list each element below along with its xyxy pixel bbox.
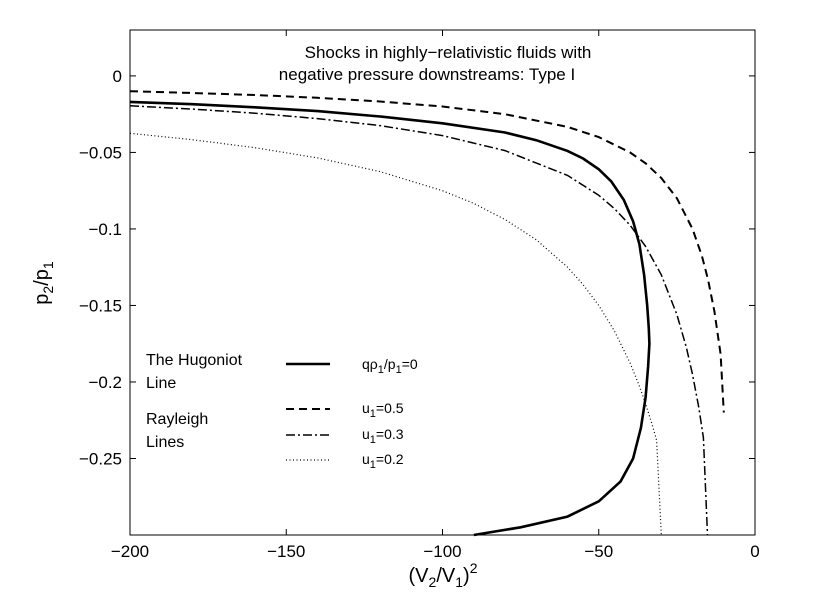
- y-tick-label: −0.2: [88, 373, 122, 392]
- y-tick-label: −0.25: [79, 449, 122, 468]
- y-tick-label: −0.1: [88, 220, 122, 239]
- series-line-1: [129, 90, 725, 413]
- legend-label-u1-02: u1=0.2: [362, 451, 404, 471]
- x-tick-label: −200: [111, 542, 149, 561]
- x-tick-label: −100: [423, 542, 461, 561]
- legend-group-rayleigh-line-1: Rayleigh: [146, 411, 208, 428]
- legend-label-u1-05: u1=0.5: [362, 400, 404, 420]
- y-tick-label: −0.15: [79, 296, 122, 315]
- y-axis-label: p2/p1: [31, 261, 56, 305]
- series-line-2: [129, 105, 709, 536]
- legend: The Hugoniot Line Rayleigh Lines qρ1/p1=…: [146, 352, 418, 471]
- series-line-0: [129, 100, 651, 537]
- legend-group-rayleigh-line-2: Lines: [146, 434, 184, 451]
- legend-group-hugoniot-line-1: The Hugoniot: [146, 352, 243, 369]
- title-line-2: negative pressure downstreams: Type I: [279, 65, 575, 84]
- chart-title: Shocks in highly−relativistic fluids wit…: [279, 43, 592, 84]
- x-axis-label: (V2/V1)2: [409, 560, 478, 590]
- y-tick-label: 0: [113, 67, 122, 86]
- title-line-1: Shocks in highly−relativistic fluids wit…: [305, 43, 592, 62]
- x-tick-label: −50: [584, 542, 613, 561]
- legend-group-hugoniot-line-2: Line: [146, 375, 176, 392]
- series-line-3: [129, 132, 662, 536]
- axis-ticks: −200 −150 −100 −50 0 0 −0.05 −0.1 −0.15 −0.2 −0.25: [79, 30, 760, 561]
- legend-label-hugoniot: qρ1/p1=0: [362, 356, 418, 376]
- x-tick-label: −150: [267, 542, 305, 561]
- y-tick-label: −0.05: [79, 143, 122, 162]
- legend-label-u1-03: u1=0.3: [362, 426, 404, 446]
- plot-lines: [129, 90, 725, 537]
- x-tick-label: 0: [750, 542, 759, 561]
